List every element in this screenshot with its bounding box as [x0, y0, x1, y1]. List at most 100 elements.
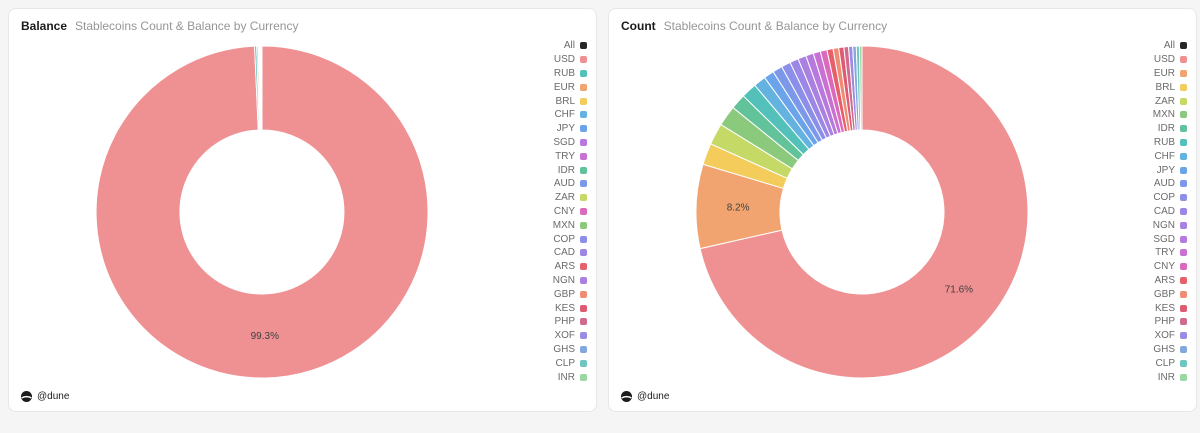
- legend-item-cop[interactable]: COP: [1153, 191, 1187, 205]
- watermark-text: @dune: [637, 391, 670, 402]
- legend-item-zar[interactable]: ZAR: [553, 191, 587, 205]
- legend-item-zar[interactable]: ZAR: [1153, 94, 1187, 108]
- legend-label: TRY: [1155, 247, 1175, 259]
- legend-item-gbp[interactable]: GBP: [553, 287, 587, 301]
- legend-item-eur[interactable]: EUR: [553, 80, 587, 94]
- legend-swatch: [580, 332, 587, 340]
- legend-swatch: [580, 42, 587, 50]
- legend-item-ngn[interactable]: NGN: [1153, 218, 1187, 232]
- legend-swatch: [580, 111, 587, 119]
- panel-subtitle: Stablecoins Count & Balance by Currency: [663, 19, 888, 33]
- legend-swatch: [580, 249, 587, 257]
- legend-item-chf[interactable]: CHF: [1153, 149, 1187, 163]
- legend-item-eur[interactable]: EUR: [1153, 67, 1187, 81]
- legend-item-all[interactable]: All: [553, 39, 587, 53]
- legend-item-cad[interactable]: CAD: [553, 246, 587, 260]
- legend-swatch: [1180, 194, 1187, 202]
- legend-item-php[interactable]: PHP: [1153, 315, 1187, 329]
- legend-item-ngn[interactable]: NGN: [553, 274, 587, 288]
- legend-balance: All USD RUB EUR BRL CHF JPY SGD TRY IDR AUD ZAR CNY M…: [553, 39, 587, 384]
- legend-item-php[interactable]: PHP: [553, 315, 587, 329]
- legend-item-jpy[interactable]: JPY: [1153, 163, 1187, 177]
- legend-swatch: [1180, 69, 1187, 77]
- legend-item-ghs[interactable]: GHS: [553, 343, 587, 357]
- legend-item-gbp[interactable]: GBP: [1153, 287, 1187, 301]
- legend-swatch: [580, 263, 587, 271]
- legend-label: PHP: [1154, 316, 1175, 328]
- dune-logo-icon: [621, 391, 632, 402]
- legend-label: CAD: [553, 247, 575, 259]
- panel-subtitle: Stablecoins Count & Balance by Currency: [75, 19, 299, 33]
- legend-item-aud[interactable]: AUD: [1153, 177, 1187, 191]
- legend-item-inr[interactable]: INR: [1153, 370, 1187, 384]
- legend-swatch: [1180, 83, 1187, 91]
- legend-item-usd[interactable]: USD: [1153, 53, 1187, 67]
- panel-title: Count: [621, 19, 656, 33]
- legend-swatch: [1180, 304, 1187, 312]
- legend-item-inr[interactable]: INR: [553, 370, 587, 384]
- legend-item-clp[interactable]: CLP: [553, 356, 587, 370]
- watermark[interactable]: @dune: [21, 391, 69, 402]
- legend-item-sgd[interactable]: SGD: [1153, 232, 1187, 246]
- legend-swatch: [580, 290, 587, 298]
- legend-item-aud[interactable]: AUD: [553, 177, 587, 191]
- legend-item-cop[interactable]: COP: [553, 232, 587, 246]
- legend-label: KES: [554, 302, 575, 314]
- watermark[interactable]: @dune: [621, 391, 669, 402]
- watermark-text: @dune: [37, 391, 70, 402]
- legend-swatch: [580, 152, 587, 160]
- donut-chart-balance[interactable]: 99.3%: [9, 9, 597, 412]
- donut-chart-count[interactable]: 71.6% 8.2%: [609, 9, 1197, 412]
- legend-item-jpy[interactable]: JPY: [553, 122, 587, 136]
- legend-swatch: [580, 373, 587, 381]
- legend-item-chf[interactable]: CHF: [553, 108, 587, 122]
- slice-inr[interactable]: [858, 45, 863, 131]
- legend-label: ARS: [1154, 274, 1175, 286]
- legend-label: COP: [1153, 192, 1175, 204]
- legend-item-kes[interactable]: KES: [1153, 301, 1187, 315]
- legend-label: BRL: [555, 95, 575, 107]
- legend-item-sgd[interactable]: SGD: [553, 136, 587, 150]
- slice-usd[interactable]: [699, 45, 1029, 379]
- legend-label: JPY: [1156, 164, 1175, 176]
- legend-item-mxn[interactable]: MXN: [1153, 108, 1187, 122]
- legend-label: ARS: [554, 261, 575, 273]
- legend-item-all[interactable]: All: [1153, 39, 1187, 53]
- legend-swatch: [580, 235, 587, 243]
- legend-item-kes[interactable]: KES: [553, 301, 587, 315]
- legend-swatch: [1180, 221, 1187, 229]
- legend-swatch: [1180, 318, 1187, 326]
- legend-label: NGN: [1152, 219, 1175, 231]
- legend-item-clp[interactable]: CLP: [1153, 356, 1187, 370]
- legend-label: EUR: [553, 81, 575, 93]
- legend-label: CAD: [1153, 205, 1175, 217]
- legend-item-idr[interactable]: IDR: [553, 163, 587, 177]
- legend-item-cny[interactable]: CNY: [1153, 260, 1187, 274]
- legend-swatch: [1180, 42, 1187, 50]
- slice-usd[interactable]: [95, 45, 429, 379]
- legend-item-ars[interactable]: ARS: [1153, 274, 1187, 288]
- legend-item-brl[interactable]: BRL: [553, 94, 587, 108]
- legend-item-cad[interactable]: CAD: [1153, 205, 1187, 219]
- legend-item-mxn[interactable]: MXN: [553, 218, 587, 232]
- legend-swatch: [1180, 345, 1187, 353]
- legend-item-cny[interactable]: CNY: [553, 205, 587, 219]
- legend-item-usd[interactable]: USD: [553, 53, 587, 67]
- legend-swatch: [1180, 359, 1187, 367]
- legend-label: NGN: [552, 274, 575, 286]
- legend-item-xof[interactable]: XOF: [553, 329, 587, 343]
- legend-item-rub[interactable]: RUB: [553, 67, 587, 81]
- slice-label-usd: 71.6%: [945, 284, 973, 295]
- legend-item-brl[interactable]: BRL: [1153, 80, 1187, 94]
- legend-item-try[interactable]: TRY: [553, 149, 587, 163]
- legend-label: MXN: [552, 219, 575, 231]
- legend-item-ghs[interactable]: GHS: [1153, 343, 1187, 357]
- legend-item-xof[interactable]: XOF: [1153, 329, 1187, 343]
- legend-item-idr[interactable]: IDR: [1153, 122, 1187, 136]
- legend-swatch: [1180, 373, 1187, 381]
- legend-item-rub[interactable]: RUB: [1153, 136, 1187, 150]
- legend-item-try[interactable]: TRY: [1153, 246, 1187, 260]
- legend-swatch: [1180, 249, 1187, 257]
- legend-label: CHF: [554, 109, 575, 121]
- legend-item-ars[interactable]: ARS: [553, 260, 587, 274]
